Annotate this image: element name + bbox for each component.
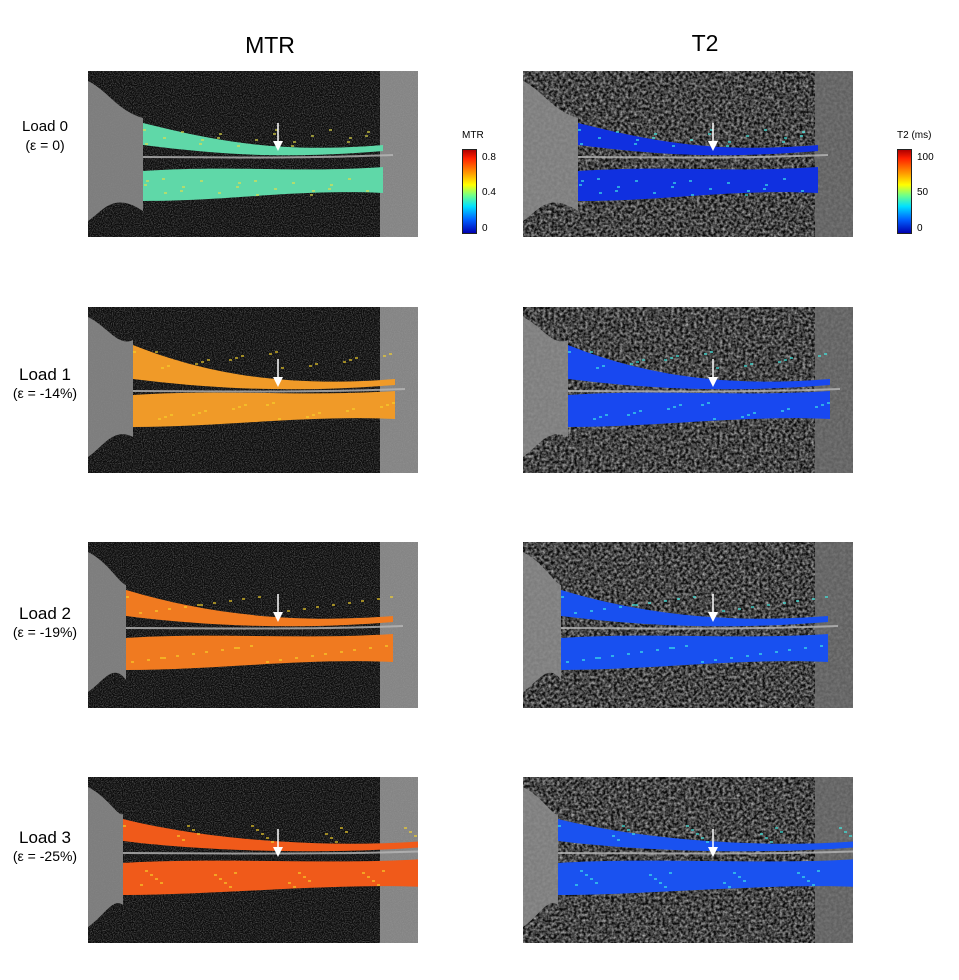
t2-map-load-0: [523, 71, 853, 237]
row-label-load-3: Load 3 (ε = -25%): [0, 827, 90, 866]
t2-colorbar: T2 (ms) 100 50 0: [897, 130, 957, 240]
strain-label: (ε = -14%): [12, 385, 78, 402]
t2-map-load-3: [523, 777, 853, 943]
load-label: Load 0: [22, 118, 68, 135]
panel-graphic: [88, 777, 418, 943]
mtr-column-title: MTR: [245, 32, 295, 58]
mtr-colorbar: MTR 0.8 0.4 0: [462, 130, 512, 240]
panel-graphic: [523, 777, 853, 943]
panel-graphic: [523, 542, 853, 708]
strain-label: (ε = 0): [25, 136, 65, 153]
arrow-icon: [708, 594, 718, 622]
t2-colorbar-tick-mid: 50: [917, 187, 929, 198]
t2-colorbar-tick-max: 100: [917, 152, 934, 163]
t2-colorbar-gradient: [897, 149, 912, 234]
arrow-icon: [708, 829, 718, 857]
t2-map-load-1: [523, 307, 853, 473]
t2-colorbar-title: T2 (ms): [897, 130, 932, 141]
mtr-colorbar-gradient: [462, 149, 477, 234]
strain-label: (ε = -25%): [12, 848, 78, 865]
mtr-colorbar-tick-max: 0.8: [482, 152, 496, 163]
t2-map-load-2: [523, 542, 853, 708]
mtr-map-load-0: [88, 71, 418, 237]
row-label-load-1: Load 1 (ε = -14%): [0, 364, 90, 403]
load-label: Load 3: [19, 828, 71, 847]
load-label: Load 1: [19, 365, 71, 384]
mtr-colorbar-title: MTR: [462, 130, 484, 141]
t2-column-title: T2: [691, 30, 719, 56]
arrow-icon: [273, 594, 283, 622]
panel-graphic: [523, 307, 853, 473]
arrow-icon: [708, 123, 718, 151]
mtr-colorbar-tick-min: 0: [482, 223, 488, 234]
t2-colorbar-tick-min: 0: [917, 223, 923, 234]
arrow-icon: [708, 359, 718, 387]
row-label-load-2: Load 2 (ε = -19%): [0, 603, 90, 642]
arrow-icon: [273, 123, 283, 151]
arrow-icon: [273, 359, 283, 387]
row-label-load-0: Load 0 (ε = 0): [0, 118, 90, 154]
mtr-map-load-1: [88, 307, 418, 473]
mtr-colorbar-tick-mid: 0.4: [482, 187, 496, 198]
panel-graphic: [523, 71, 853, 237]
panel-graphic: [88, 542, 418, 708]
arrow-icon: [273, 829, 283, 857]
mtr-map-load-2: [88, 542, 418, 708]
load-label: Load 2: [19, 604, 71, 623]
mtr-map-load-3: [88, 777, 418, 943]
strain-label: (ε = -19%): [12, 624, 78, 641]
panel-graphic: [88, 71, 418, 237]
panel-graphic: [88, 307, 418, 473]
